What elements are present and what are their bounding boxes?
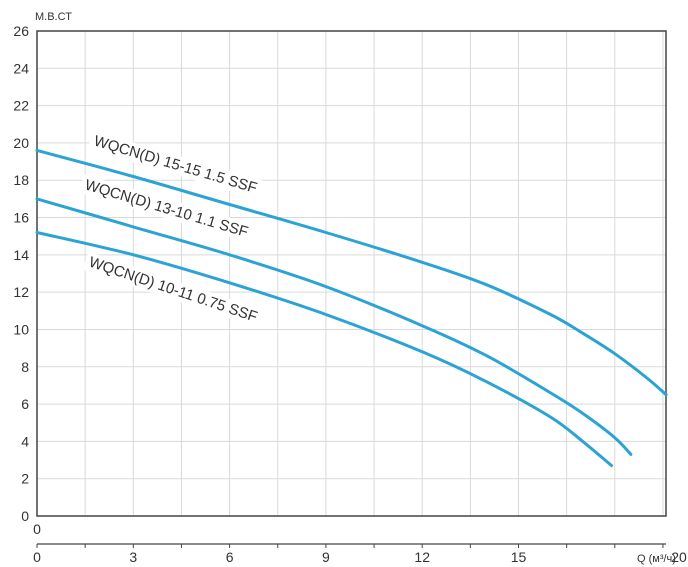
curves-layer (35, 148, 668, 468)
y-tick-label: 6 (21, 396, 29, 412)
x-tick-label: 12 (414, 549, 430, 565)
y-tick-label: 16 (13, 210, 29, 226)
x-axis-title: Q (м³/ч) (637, 553, 676, 565)
x-tick-label: 0 (33, 549, 41, 565)
y-tick-label: 26 (13, 23, 29, 39)
x-tick-label: 20 (671, 549, 687, 565)
series-line-2 (35, 197, 633, 456)
x-tick-label: 3 (129, 549, 137, 565)
series-label-group-3: WQCN(D) 10-11 0.75 SSF (82, 251, 264, 328)
series-line-1 (35, 148, 668, 397)
series-label-bg-2 (78, 174, 255, 243)
y-tick-label: 2 (21, 471, 29, 487)
y-tick-label: 4 (21, 433, 29, 449)
y-tick-label: 10 (13, 321, 29, 337)
x-tick-label: 6 (226, 549, 234, 565)
y-tick-label: 24 (13, 60, 29, 76)
plot-frame (36, 30, 667, 517)
y-tick-label: 22 (13, 98, 29, 114)
y-tick-label: 12 (13, 284, 29, 300)
y-tick-label: 0 (21, 508, 29, 524)
x-tick-label: 9 (322, 549, 330, 565)
series-line-3 (35, 231, 614, 468)
y-tick-label: 8 (21, 359, 29, 375)
y-axis-title: М.В.СТ (35, 11, 72, 23)
y-tick-label: 14 (13, 247, 29, 263)
series-label-bg-1 (87, 130, 264, 199)
x-origin-label: 0 (33, 521, 41, 537)
y-tick-label: 20 (13, 135, 29, 151)
series-label-bg-3 (82, 251, 264, 328)
x-tick-label: 15 (511, 549, 527, 565)
y-tick-label: 18 (13, 172, 29, 188)
